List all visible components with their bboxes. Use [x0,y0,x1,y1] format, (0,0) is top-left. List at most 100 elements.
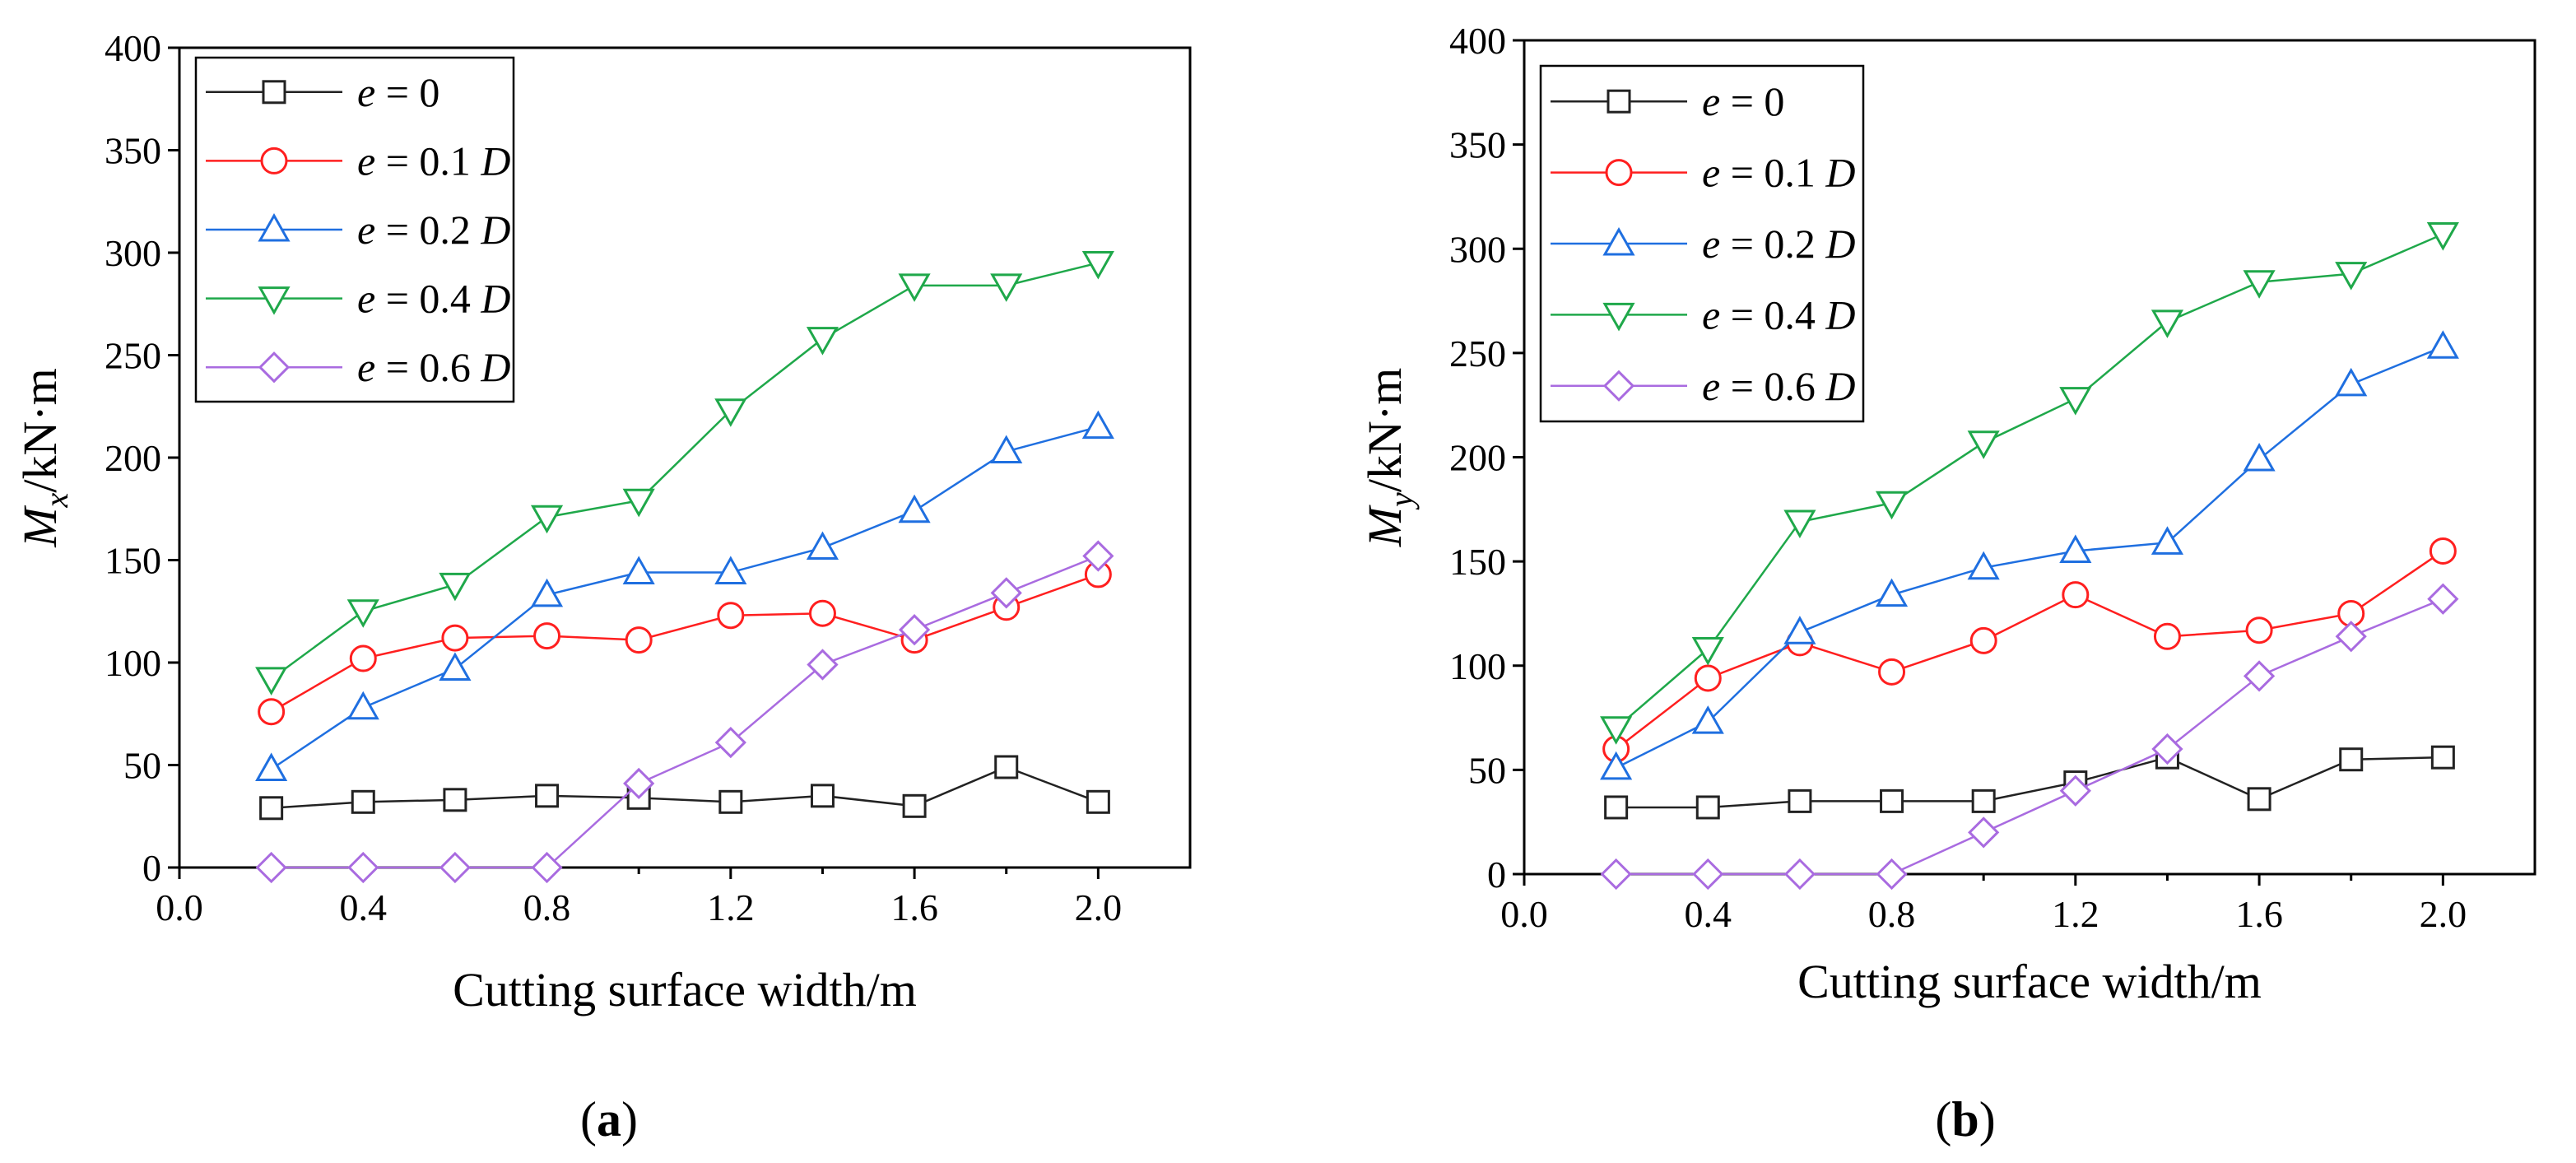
legend-label-text: = 0 [375,69,439,115]
data-point [806,327,839,356]
data-point [810,784,835,808]
legend-label-var: e [1702,78,1720,124]
y-tick-label: 0 [1487,854,1506,896]
series-line [271,573,1099,713]
legend-label-text: = 0.6 [1720,363,1825,409]
series-2 [258,561,1112,726]
data-point [807,649,839,681]
legend-label-unit: D [480,137,510,184]
data-point [1875,491,1909,520]
data-point [714,726,746,759]
data-point [259,796,284,821]
panel-label-open: ( [1935,1092,1951,1147]
data-point [351,789,375,814]
x-tick-label: 0.0 [1500,893,1548,935]
data-point [2151,526,2184,555]
y-tick-label: 350 [1449,124,1506,166]
data-point [1783,509,1816,539]
data-point [990,577,1022,609]
data-point [1600,751,1633,780]
legend-label-text: = 0.2 [375,207,481,253]
legend-label-unit: D [480,344,510,390]
y-axis-label-unit: /kN·m [1358,368,1411,492]
y-axis-label-var: M [1358,505,1411,547]
y-tick-label: 200 [105,437,161,479]
legend-label-text: = 0.1 [375,137,481,184]
legend-item: e = 0.6 D [1551,363,1856,409]
data-point [717,602,745,630]
data-point [1081,410,1114,440]
data-point [255,752,288,781]
legend-label-var: e [357,344,375,390]
data-point [898,614,931,646]
legend-label: e = 0.6 D [357,344,511,390]
x-tick-label: 2.0 [2420,893,2467,935]
data-point [1691,636,1724,666]
data-point [1967,551,2000,580]
data-point [346,599,379,628]
legend-label: e = 0.6 D [1702,363,1856,409]
data-point [2059,387,2092,416]
data-point [2430,745,2455,770]
y-tick-label: 300 [105,232,161,274]
data-point [808,599,836,627]
y-axis-label-var: M [13,505,67,548]
data-point [347,851,379,884]
legend-label-text: = 0.4 [375,276,481,322]
x-tick-label: 1.6 [890,886,938,928]
y-tick-label: 200 [1449,437,1506,479]
series-line [271,555,1099,869]
y-axis-label-unit: /kN·m [13,368,67,492]
x-axis-label: Cutting surface width/m [453,963,917,1016]
legend-label: e = 0.4 D [357,276,511,322]
data-point [2339,747,2364,772]
legend-item: e = 0.4 D [206,276,511,322]
data-point [1875,578,1909,607]
y-tick-label: 100 [105,642,161,684]
legend-label-text: = 0.4 [1720,291,1825,337]
series-3 [1600,330,2459,780]
data-point [994,755,1019,779]
x-tick-label: 1.2 [2052,893,2099,935]
data-point [1692,858,1724,891]
data-point [530,578,564,607]
data-point [1783,858,1816,891]
legend-label-var: e [1702,221,1720,267]
data-point [531,851,563,884]
series-1 [1604,745,2455,820]
legend-marker [262,80,286,105]
panel-label: (b) [1935,1092,1995,1147]
data-point [1878,658,1906,686]
legend-label-var: e [357,276,375,322]
legend-item: e = 0.2 D [206,207,511,253]
legend: e = 0e = 0.1 De = 0.2 De = 0.4 De = 0.6 … [1539,64,1865,423]
data-point [714,556,747,584]
y-tick-label: 150 [1449,541,1506,583]
y-tick-label: 150 [105,540,161,582]
data-point [1967,430,2000,459]
series-line [270,262,1099,680]
legend-label-text: = 0.1 [1720,150,1825,196]
data-point [2243,270,2276,299]
panel-label-open: ( [580,1092,597,1147]
data-point [1876,858,1908,891]
legend-item: e = 0.4 D [1551,291,1856,337]
y-tick-label: 50 [123,745,161,787]
data-point [1600,858,1632,891]
series-1 [259,755,1110,821]
legend-label-unit: D [480,276,510,322]
data-point [1604,795,1629,820]
data-point [258,698,286,726]
data-point [255,851,287,884]
data-point [2427,583,2459,615]
data-point [622,556,655,584]
x-tick-label: 0.0 [156,886,203,928]
series-5 [1600,583,2459,891]
y-axis-label: My/kN·m [1358,368,1420,548]
data-point [622,488,655,518]
series-5 [255,540,1114,884]
data-point [346,691,379,720]
data-point [535,784,560,808]
data-point [439,851,472,884]
